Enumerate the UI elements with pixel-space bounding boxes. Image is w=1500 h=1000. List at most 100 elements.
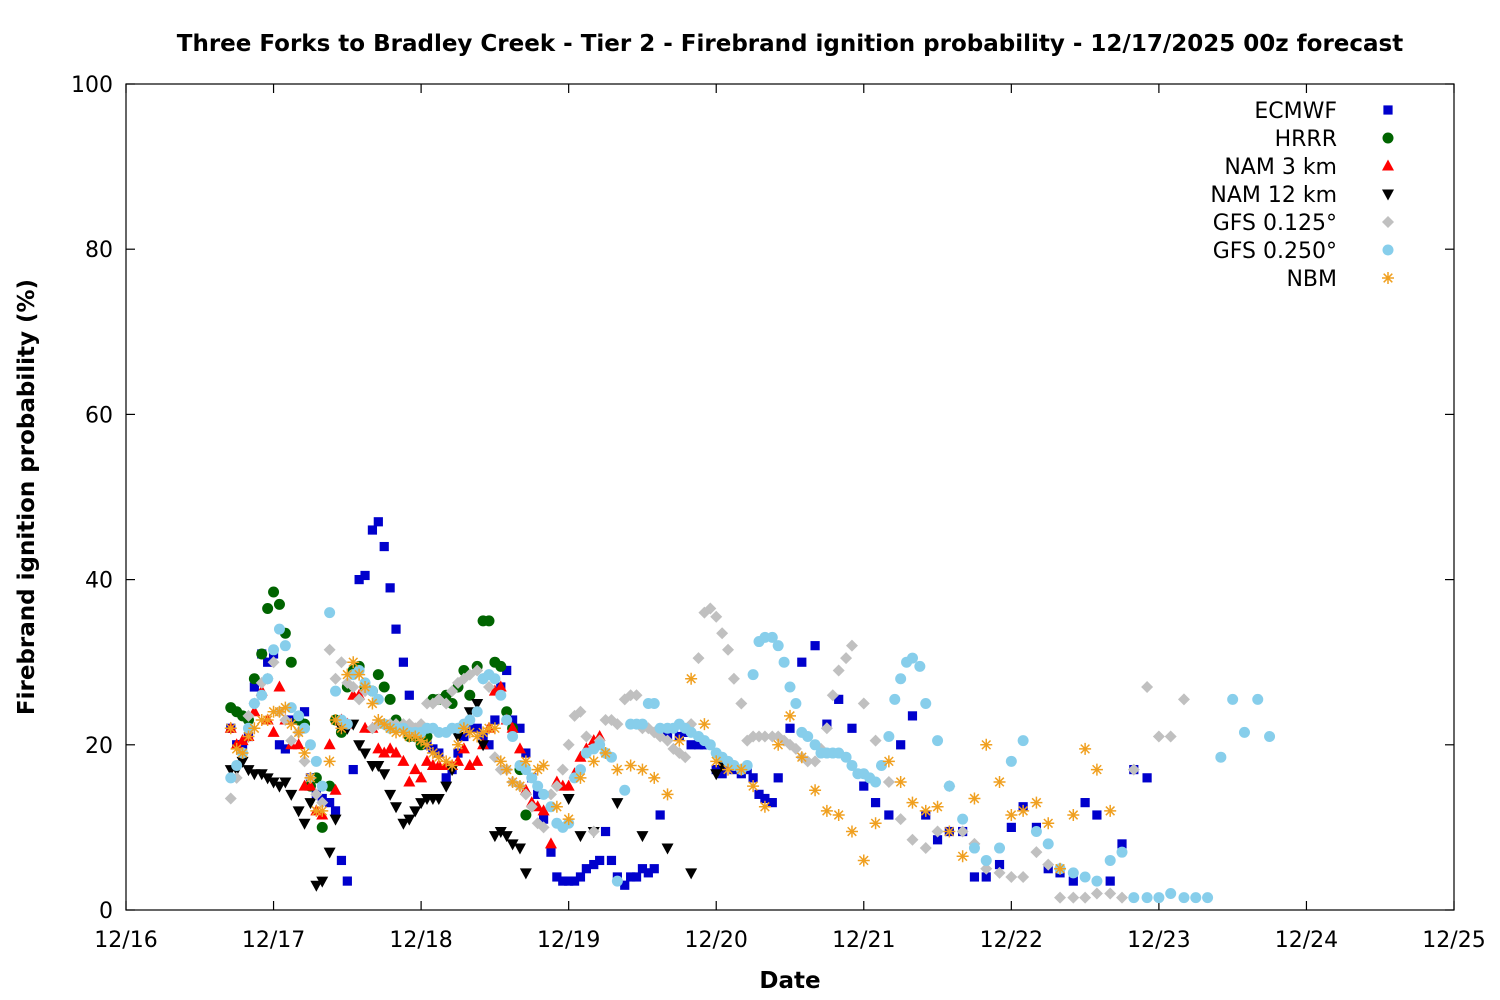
- data-point: [330, 685, 342, 697]
- data-point: [1142, 773, 1152, 783]
- data-point: [1116, 846, 1128, 858]
- data-point: [495, 689, 507, 701]
- data-point: [347, 680, 360, 693]
- data-point: [686, 740, 696, 750]
- data-point: [1030, 826, 1042, 838]
- data-point: [649, 864, 659, 874]
- data-point: [710, 610, 723, 623]
- data-point: [832, 809, 845, 822]
- legend-marker: [1382, 159, 1394, 171]
- data-point: [310, 755, 322, 767]
- data-point: [446, 759, 459, 772]
- data-point: [299, 707, 310, 717]
- data-point: [741, 759, 753, 771]
- data-point: [372, 714, 385, 727]
- data-point: [273, 705, 286, 718]
- data-point: [316, 796, 329, 809]
- data-point: [544, 837, 557, 849]
- data-points: [224, 517, 1276, 904]
- y-tick-label: 0: [99, 899, 113, 924]
- data-point: [1079, 742, 1092, 755]
- data-point: [513, 780, 526, 793]
- data-point: [366, 697, 379, 710]
- data-point: [766, 631, 778, 643]
- data-point: [236, 756, 249, 768]
- data-point: [631, 872, 642, 882]
- data-point: [409, 806, 422, 818]
- data-point: [875, 759, 887, 771]
- axis-ticks: 12/16 12/17 12/18 12/19 12/20 12/21 12/22 12/23…: [71, 73, 1486, 953]
- data-point: [1127, 763, 1140, 776]
- data-point: [834, 694, 844, 704]
- data-point: [1017, 735, 1029, 747]
- data-point: [372, 693, 384, 705]
- data-point: [372, 742, 385, 754]
- data-point: [521, 748, 531, 758]
- data-point: [980, 738, 993, 751]
- data-point: [857, 854, 870, 867]
- data-point: [754, 789, 764, 799]
- data-point: [552, 872, 562, 882]
- data-point: [550, 780, 563, 793]
- data-point: [1141, 892, 1153, 904]
- data-point: [767, 798, 777, 808]
- data-point: [347, 656, 360, 669]
- x-tick-label: 12/16: [94, 928, 157, 953]
- data-point: [268, 586, 280, 598]
- data-point: [378, 746, 391, 758]
- data-point: [574, 705, 587, 718]
- data-point: [483, 615, 495, 627]
- data-point: [772, 738, 785, 751]
- data-point: [324, 607, 336, 619]
- data-point: [692, 652, 705, 665]
- data-point: [956, 825, 969, 838]
- data-point: [415, 798, 428, 810]
- data-point: [581, 864, 591, 874]
- data-point: [1054, 891, 1067, 904]
- data-point: [285, 789, 298, 801]
- data-point: [488, 751, 501, 764]
- data-point: [440, 697, 453, 710]
- data-point: [279, 701, 292, 714]
- data-point: [1006, 822, 1016, 832]
- data-point: [463, 758, 476, 770]
- data-point: [574, 771, 587, 784]
- data-point: [760, 793, 770, 804]
- data-point: [558, 876, 568, 886]
- data-point: [747, 780, 760, 793]
- data-point: [390, 746, 403, 758]
- data-point: [360, 570, 370, 581]
- data-point: [1092, 810, 1102, 820]
- data-point: [564, 876, 574, 886]
- y-tick-label: 40: [85, 569, 113, 594]
- data-point: [242, 765, 255, 777]
- data-point: [1141, 680, 1154, 693]
- data-point: [267, 656, 280, 669]
- data-point: [1068, 876, 1078, 886]
- data-point: [820, 722, 833, 735]
- data-point: [403, 814, 416, 826]
- data-point: [914, 660, 926, 672]
- data-point: [298, 755, 311, 768]
- legend-label: HRRR: [1275, 127, 1337, 152]
- data-point: [1042, 817, 1055, 830]
- data-point: [637, 864, 648, 874]
- data-point: [537, 759, 550, 772]
- data-point: [1090, 763, 1103, 776]
- data-point: [304, 798, 317, 810]
- data-point: [636, 763, 649, 776]
- x-tick-label: 12/23: [1127, 928, 1190, 953]
- data-point: [299, 722, 311, 734]
- data-point: [1005, 870, 1018, 883]
- data-point: [230, 742, 243, 755]
- data-point: [500, 831, 513, 843]
- data-point: [513, 843, 526, 855]
- data-point: [785, 723, 795, 733]
- data-point: [256, 648, 268, 660]
- series-nbm: [224, 656, 1117, 875]
- data-point: [722, 643, 735, 656]
- data-point: [336, 855, 347, 866]
- data-point: [562, 793, 575, 805]
- data-point: [661, 788, 674, 801]
- data-point: [323, 643, 336, 656]
